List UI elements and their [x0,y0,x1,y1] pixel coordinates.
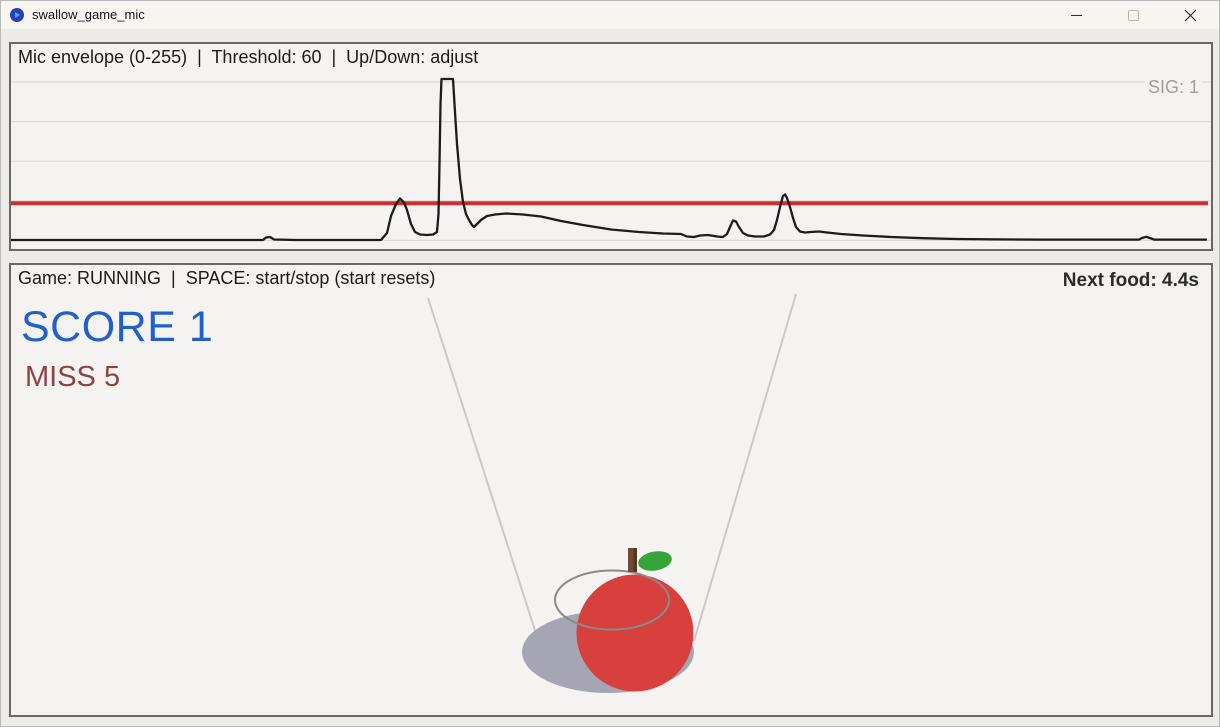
score-display: SCORE 1 [21,303,214,351]
game-scene [427,293,797,693]
envelope-waveform [11,77,1208,242]
play-icon [15,12,20,18]
minimize-button[interactable] [1048,1,1105,29]
game-panel: Game: RUNNING | SPACE: start/stop (start… [9,263,1213,717]
target-ring [554,569,670,631]
apple [576,574,694,692]
mic-envelope-chart [11,77,1211,242]
sig-indicator: SIG: 1 [1144,77,1202,98]
apple-leaf [638,551,672,571]
window-controls [1048,1,1219,29]
apple-stem [628,548,637,572]
game-panel-header: Game: RUNNING | SPACE: start/stop (start… [18,268,436,288]
maximize-button[interactable] [1105,1,1162,29]
next-food-timer: Next food: 4.4s [1062,270,1199,291]
titlebar: swallow_game_mic [1,1,1219,29]
close-icon [1184,9,1197,21]
app-icon [10,8,24,22]
mic-panel-header: Mic envelope (0-255) | Threshold: 60 | U… [18,47,479,67]
funnel-left-line [427,297,542,650]
close-button[interactable] [1162,1,1219,29]
maximize-icon [1128,9,1139,21]
window-title: swallow_game_mic [32,7,145,22]
funnel-right-line [693,293,797,642]
apple-stem-shade [633,548,637,572]
mic-envelope-panel: Mic envelope (0-255) | Threshold: 60 | U… [9,42,1213,251]
miss-display: MISS 5 [25,361,121,393]
minimize-icon [1071,14,1082,16]
